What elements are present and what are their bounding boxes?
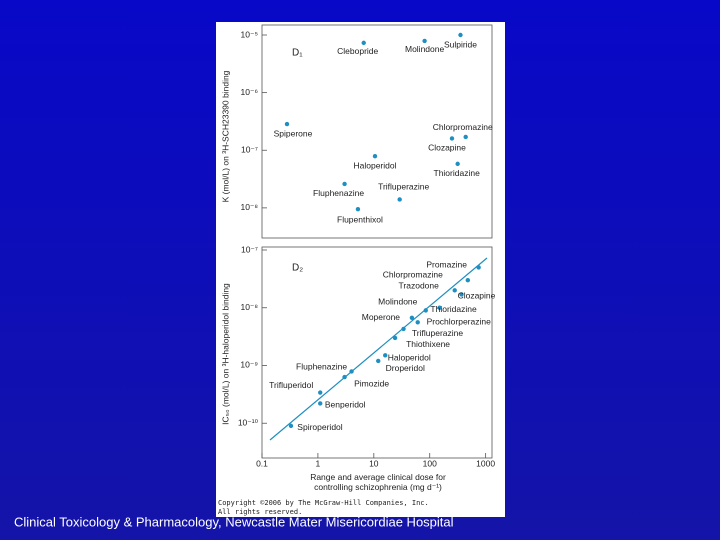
y-tick-label: 10⁻¹⁰ xyxy=(238,417,259,427)
point-label: Chlorpromazine xyxy=(433,122,493,132)
data-point xyxy=(422,38,427,44)
data-point xyxy=(318,390,323,395)
y-tick-label: 10⁻⁶ xyxy=(241,87,258,97)
point-label: Pimozide xyxy=(354,378,389,388)
data-point xyxy=(401,326,406,332)
data-point xyxy=(452,288,457,293)
data-point xyxy=(361,40,366,46)
data-point xyxy=(397,197,402,202)
point-label: Droperidol xyxy=(386,363,425,373)
point-label: Sulpiride xyxy=(444,39,477,49)
point-label: Trifluperazine xyxy=(412,328,463,338)
data-point xyxy=(372,153,378,159)
regression-line xyxy=(269,257,488,441)
copyright: All rights reserved. xyxy=(218,508,302,516)
panel-label: D₂ xyxy=(292,263,303,274)
point-label: Haloperidol xyxy=(388,353,431,363)
plot-frame xyxy=(261,246,493,459)
point-label: Thioridazine xyxy=(430,304,477,314)
point-label: Clebopride xyxy=(337,46,378,56)
point-label: Moperone xyxy=(362,312,401,322)
data-point xyxy=(349,369,354,374)
point-label: Trifluperazine xyxy=(378,182,429,192)
y-tick-label: 10⁻⁵ xyxy=(241,29,258,39)
data-point xyxy=(355,206,361,212)
point-label: Spiroperidol xyxy=(297,422,342,432)
y-tick-label: 10⁻⁸ xyxy=(240,302,258,312)
data-point xyxy=(409,315,415,320)
point-label: Promazine xyxy=(426,260,467,270)
data-point xyxy=(437,305,442,310)
point-label: Chlorpromazine xyxy=(383,269,443,279)
point-label: Flupenthixol xyxy=(337,214,383,224)
y-tick-label: 10⁻⁷ xyxy=(241,144,258,154)
point-label: Trifluperidol xyxy=(269,380,313,390)
point-label: Thiothixene xyxy=(406,339,450,349)
data-point xyxy=(465,277,471,283)
data-point xyxy=(463,134,468,140)
figure-panel xyxy=(216,22,505,517)
data-point xyxy=(415,320,420,325)
point-label: Fluphenazine xyxy=(313,188,364,198)
point-label: Benperidol xyxy=(325,400,366,410)
plot-frame xyxy=(261,24,493,239)
point-label: Prochlorperazine xyxy=(427,317,492,327)
x-axis-title: Range and average clinical dose for contr… xyxy=(310,472,446,492)
point-label: Clozapine xyxy=(458,291,496,301)
data-point xyxy=(376,358,381,364)
data-point xyxy=(392,335,398,341)
x-tick-label: 100 xyxy=(423,458,437,468)
y-axis-title: K (mol/L) on ³H-SCH23390 binding xyxy=(220,70,230,202)
data-point xyxy=(342,181,347,187)
x-tick-label: 1 xyxy=(316,458,321,468)
x-tick-label: 1000 xyxy=(476,458,495,468)
data-point xyxy=(288,423,294,429)
data-point xyxy=(342,374,347,380)
y-tick-label: 10⁻⁷ xyxy=(241,244,258,254)
data-point xyxy=(458,32,463,38)
data-point xyxy=(423,308,428,313)
data-point xyxy=(455,161,460,167)
footer: Clinical Toxicology & Pharmacology, Newc… xyxy=(14,514,454,529)
data-point xyxy=(318,401,323,406)
data-point xyxy=(449,136,455,141)
y-tick-label: 10⁻⁸ xyxy=(240,202,258,212)
x-tick-label: 0.1 xyxy=(256,458,268,468)
point-label: Clozapine xyxy=(428,143,466,153)
point-label: Molindone xyxy=(378,297,417,307)
point-label: Spiperone xyxy=(274,128,313,138)
data-point xyxy=(383,353,388,358)
x-tick-label: 10 xyxy=(369,458,379,468)
data-point xyxy=(459,292,464,297)
point-label: Haloperidol xyxy=(353,160,396,170)
panel-label: D₁ xyxy=(292,48,303,59)
data-point xyxy=(284,121,290,127)
y-tick-label: 10⁻⁹ xyxy=(240,360,258,370)
point-label: Thioridazine xyxy=(434,168,481,178)
point-label: Trazodone xyxy=(399,281,440,291)
data-point xyxy=(476,265,481,270)
y-axis-title: IC₅₀ (mol/L) on ³H-haloperidol binding xyxy=(220,283,230,425)
point-label: Fluphenazine xyxy=(296,362,347,372)
point-label: Molindone xyxy=(405,44,444,54)
copyright: Copyright ©2006 by The McGraw-Hill Compa… xyxy=(218,499,429,507)
